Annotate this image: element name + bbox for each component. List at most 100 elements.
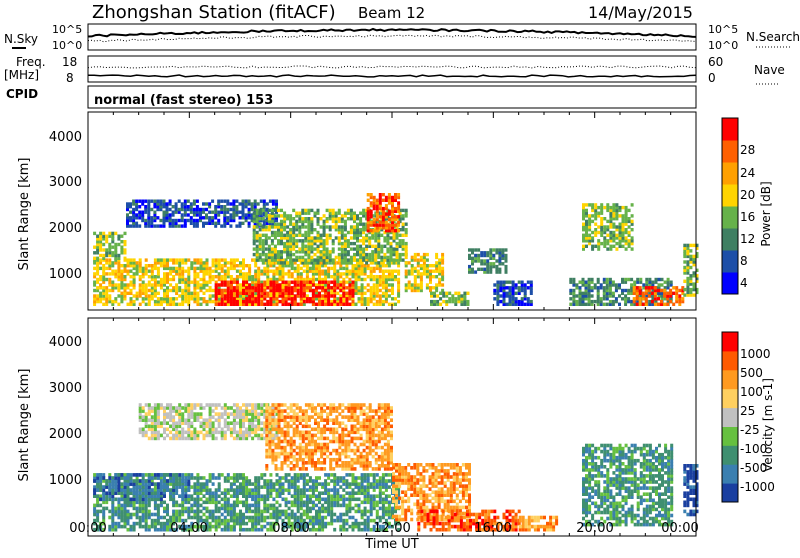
heatmap-cell [132,208,135,211]
heatmap-cell [257,528,260,532]
heatmap-cell [277,214,280,217]
heatmap-cell [175,504,178,508]
heatmap-cell [269,200,272,203]
heatmap-cell [208,216,211,219]
heatmap-cell [142,267,145,270]
heatmap-cell [288,479,291,483]
heatmap-cell [245,272,248,275]
heatmap-cell [633,297,636,300]
heatmap-cell [582,234,585,237]
heatmap-cell [111,261,114,264]
heatmap-cell [330,267,333,270]
heatmap-cell [657,303,660,306]
heatmap-cell [300,476,303,480]
heatmap-cell [306,513,309,517]
heatmap-cell [206,482,209,486]
heatmap-cell [585,281,588,284]
heatmap-cell [429,286,432,289]
heatmap-cell [582,278,585,281]
heatmap-cell [338,247,341,250]
heatmap-cell [127,519,130,523]
heatmap-cell [321,491,324,495]
heatmap-cell [518,300,521,303]
heatmap-cell [239,501,242,505]
heatmap-cell [288,473,291,477]
heatmap-cell [689,288,692,291]
heatmap-cell [579,281,582,284]
heatmap-cell [157,504,160,508]
heatmap-cell [361,522,364,526]
heatmap-cell [483,259,486,262]
heatmap-cell [618,294,621,297]
heatmap-cell [206,498,209,502]
heatmap-cell [612,292,615,295]
heatmap-cell [209,267,212,270]
heatmap-cell [631,236,634,239]
heatmap-cell [345,504,348,508]
heatmap-cell [361,283,364,286]
heatmap-cell [327,476,330,480]
heatmap-cell [648,286,651,289]
heatmap-cell [190,202,193,205]
heatmap-cell [126,213,129,216]
heatmap-cell [221,504,224,508]
heatmap-cell [315,504,318,508]
heatmap-cell [233,476,236,480]
heatmap-cell [342,513,345,517]
heatmap-cell [236,504,239,508]
colorbar-segment [722,184,738,207]
heatmap-cell [318,513,321,517]
heatmap-cell [318,482,321,486]
heatmap-cell [454,292,457,295]
heatmap-cell [245,286,248,289]
heatmap-cell [312,504,315,508]
heatmap-cell [318,300,321,303]
heatmap-cell [585,303,588,306]
heatmap-cell [248,516,251,520]
heatmap-cell [254,270,257,273]
heatmap-cell [160,258,163,261]
heatmap-cell [344,234,347,237]
heatmap-cell [628,225,631,228]
heatmap-cell [356,223,359,226]
heatmap-cell [397,270,400,273]
heatmap-cell [239,476,242,480]
heatmap-cell [275,200,278,203]
heatmap-cell [336,516,339,520]
heatmap-cell [693,293,696,296]
heatmap-cell [615,225,618,228]
heatmap-cell [105,258,108,261]
heatmap-cell [373,267,376,270]
heatmap-cell [215,504,218,508]
heatmap-cell [282,482,285,486]
heatmap-cell [370,473,373,477]
heatmap-cell [133,513,136,517]
heatmap-cell [594,228,597,231]
heatmap-cell [597,286,600,289]
heatmap-cell [254,528,257,532]
heatmap-cell [285,510,288,514]
heatmap-cell [108,243,111,246]
heatmap-cell [358,522,361,526]
heatmap-cell [597,278,600,281]
heatmap-cell [309,516,312,520]
heatmap-cell [129,216,132,219]
heatmap-cell [286,231,289,234]
heatmap-cell [268,236,271,239]
heatmap-cell [117,283,120,286]
heatmap-cell [326,209,329,212]
heatmap-cell [672,292,675,295]
heatmap-cell [214,222,217,225]
heatmap-cell [353,212,356,215]
heatmap-cell [373,482,376,486]
heatmap-cell [108,473,111,477]
heatmap-cell [212,525,215,529]
heatmap-cell [630,278,633,281]
heatmap-cell [245,281,248,284]
heatmap-cell [139,258,142,261]
heatmap-cell [206,258,209,261]
heatmap-cell [291,272,294,275]
heatmap-cell [154,504,157,508]
heatmap-cell [628,209,631,212]
heatmap-cell [274,214,277,217]
